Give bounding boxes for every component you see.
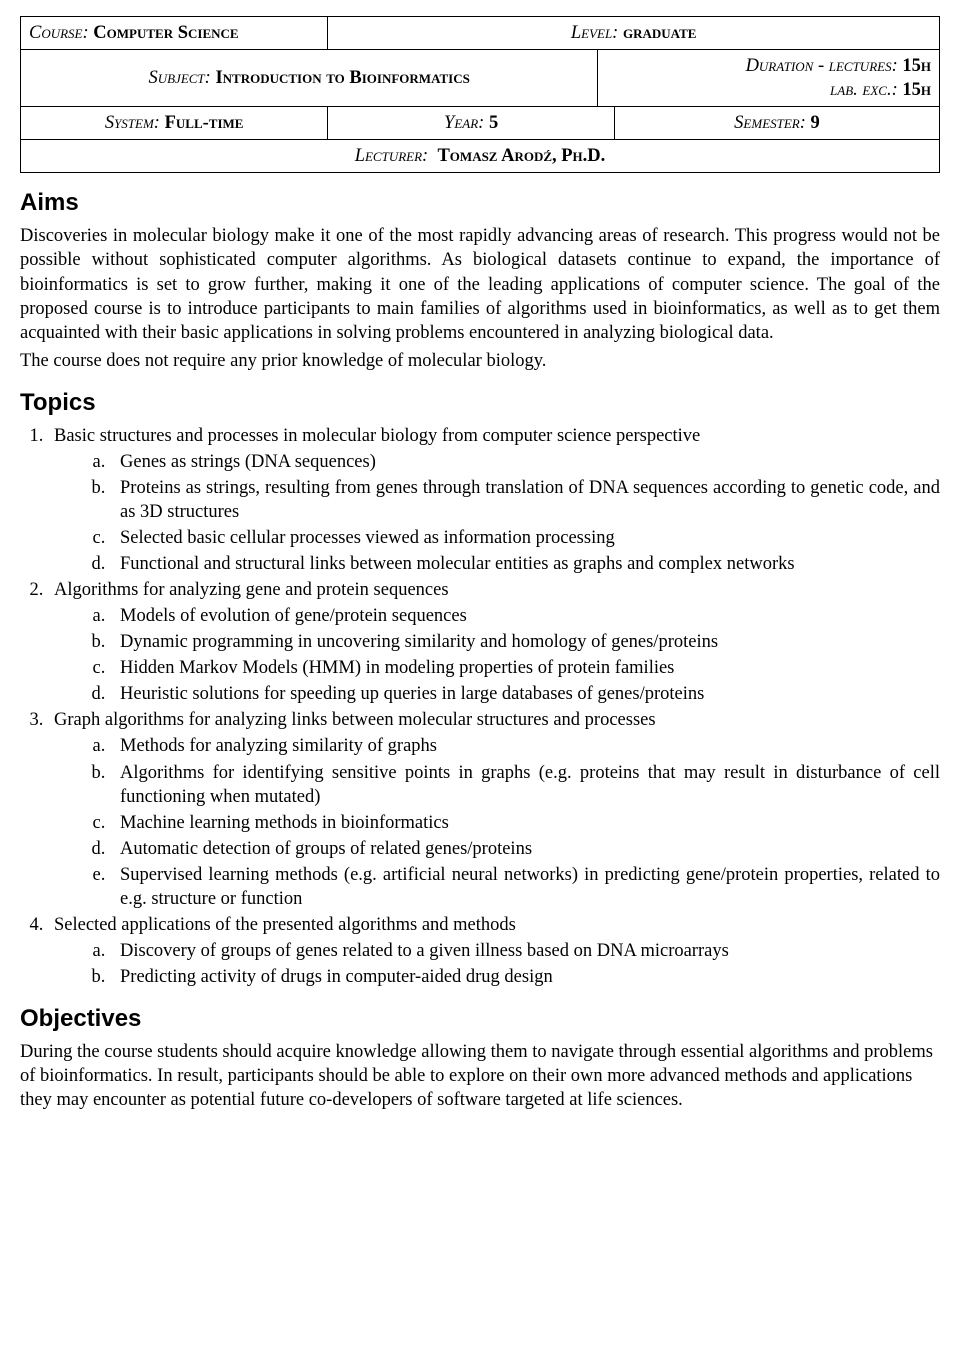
topic-subitem: Selected basic cellular processes viewed… bbox=[110, 526, 940, 550]
topic-item: Selected applications of the presented a… bbox=[48, 913, 940, 989]
topic-item: Algorithms for analyzing gene and protei… bbox=[48, 578, 940, 706]
course-header-table: Course: Computer Science Level: graduate… bbox=[20, 16, 940, 173]
topic-subitem: Supervised learning methods (e.g. artifi… bbox=[110, 863, 940, 911]
aims-paragraph-1: Discoveries in molecular biology make it… bbox=[20, 224, 940, 344]
topic-title: Basic structures and processes in molecu… bbox=[54, 426, 700, 446]
topic-title: Algorithms for analyzing gene and protei… bbox=[54, 580, 449, 600]
subject-label: Subject: bbox=[148, 68, 210, 88]
topic-title: Graph algorithms for analyzing links bet… bbox=[54, 710, 656, 730]
topics-list: Basic structures and processes in molecu… bbox=[20, 424, 940, 989]
semester-cell: Semester: 9 bbox=[614, 107, 939, 140]
topic-subitem: Hidden Markov Models (HMM) in modeling p… bbox=[110, 656, 940, 680]
subject-cell: Subject: Introduction to Bioinformatics bbox=[21, 50, 598, 107]
aims-heading: Aims bbox=[20, 187, 940, 218]
semester-label: Semester: bbox=[734, 113, 806, 133]
duration-cell: Duration - lectures: 15h lab. exc.: 15h bbox=[598, 50, 940, 107]
topic-title: Selected applications of the presented a… bbox=[54, 915, 516, 935]
aims-paragraph-2: The course does not require any prior kn… bbox=[20, 349, 940, 373]
topic-sublist: Discovery of groups of genes related to … bbox=[54, 939, 940, 989]
duration-lab-label: lab. exc.: bbox=[830, 80, 898, 100]
topic-item: Basic structures and processes in molecu… bbox=[48, 424, 940, 576]
topic-sublist: Models of evolution of gene/protein sequ… bbox=[54, 604, 940, 706]
lecturer-value: Tomasz Arodź, Ph.D. bbox=[437, 146, 605, 166]
semester-value: 9 bbox=[811, 113, 820, 133]
year-value: 5 bbox=[489, 113, 498, 133]
duration-lect-value: 15h bbox=[902, 56, 931, 76]
topic-subitem: Predicting activity of drugs in computer… bbox=[110, 965, 940, 989]
lecturer-label: Lecturer: bbox=[355, 146, 429, 166]
level-value: graduate bbox=[623, 23, 696, 43]
topic-subitem: Machine learning methods in bioinformati… bbox=[110, 811, 940, 835]
topic-subitem: Models of evolution of gene/protein sequ… bbox=[110, 604, 940, 628]
topic-item: Graph algorithms for analyzing links bet… bbox=[48, 708, 940, 910]
topic-sublist: Methods for analyzing similarity of grap… bbox=[54, 734, 940, 910]
duration-lect-label: Duration - lectures: bbox=[746, 56, 898, 76]
level-label: Level: bbox=[571, 23, 619, 43]
course-label: Course: bbox=[29, 23, 89, 43]
topic-subitem: Automatic detection of groups of related… bbox=[110, 837, 940, 861]
topics-heading: Topics bbox=[20, 387, 940, 418]
system-cell: System: Full-time bbox=[21, 107, 328, 140]
duration-lab-value: 15h bbox=[902, 80, 931, 100]
year-cell: Year: 5 bbox=[328, 107, 615, 140]
topic-subitem: Functional and structural links between … bbox=[110, 552, 940, 576]
year-label: Year: bbox=[444, 113, 484, 133]
course-value: Computer Science bbox=[93, 23, 238, 43]
topic-subitem: Algorithms for identifying sensitive poi… bbox=[110, 761, 940, 809]
topic-subitem: Heuristic solutions for speeding up quer… bbox=[110, 682, 940, 706]
topic-subitem: Dynamic programming in uncovering simila… bbox=[110, 630, 940, 654]
topic-subitem: Methods for analyzing similarity of grap… bbox=[110, 734, 940, 758]
level-cell: Level: graduate bbox=[328, 17, 940, 50]
topic-subitem: Proteins as strings, resulting from gene… bbox=[110, 476, 940, 524]
topic-subitem: Discovery of groups of genes related to … bbox=[110, 939, 940, 963]
subject-value: Introduction to Bioinformatics bbox=[215, 68, 469, 88]
lecturer-cell: Lecturer: Tomasz Arodź, Ph.D. bbox=[21, 140, 940, 173]
objectives-heading: Objectives bbox=[20, 1003, 940, 1034]
topic-sublist: Genes as strings (DNA sequences)Proteins… bbox=[54, 450, 940, 576]
topic-subitem: Genes as strings (DNA sequences) bbox=[110, 450, 940, 474]
system-value: Full-time bbox=[165, 113, 244, 133]
system-label: System: bbox=[105, 113, 160, 133]
objectives-paragraph: During the course students should acquir… bbox=[20, 1040, 940, 1112]
course-cell: Course: Computer Science bbox=[21, 17, 328, 50]
